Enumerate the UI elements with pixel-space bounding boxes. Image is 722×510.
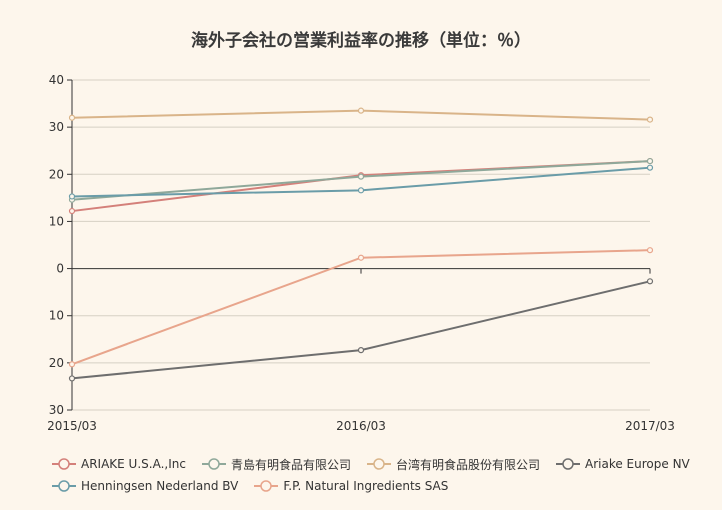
y-tick-label: 0 [56, 262, 64, 276]
data-point [357, 187, 365, 194]
data-point [357, 347, 365, 354]
legend-line-icon [201, 458, 226, 470]
legend-marker [208, 458, 220, 470]
x-tick-label: 2015/03 [47, 419, 97, 433]
data-point [68, 193, 76, 200]
legend-marker [58, 480, 70, 492]
series-line [71, 160, 651, 213]
y-tick-label: 20 [49, 167, 64, 181]
legend-marker [373, 458, 385, 470]
grid-lines [72, 79, 650, 411]
data-point [357, 173, 365, 180]
legend-label: Henningsen Nederland BV [81, 479, 239, 493]
legend-marker [58, 458, 70, 470]
legend-label: 台湾有明食品股份有限公司 [395, 457, 540, 472]
data-point [68, 114, 76, 121]
data-point [646, 116, 654, 123]
series-lines [68, 107, 654, 382]
legend-item[interactable]: ARIAKE U.S.A.,Inc [52, 456, 186, 472]
data-point [646, 157, 654, 165]
legend-item[interactable]: F.P. Natural Ingredients SAS [254, 478, 448, 494]
legend-item[interactable]: Ariake Europe NV [556, 456, 690, 472]
series-line [71, 280, 651, 380]
legend-item[interactable]: 青島有明食品有限公司 [201, 456, 351, 472]
data-point [68, 207, 76, 215]
x-tick-label: 2017/03 [625, 419, 675, 433]
data-point [646, 247, 654, 254]
legend-line-icon [52, 480, 76, 492]
y-tick-label: 30 [49, 120, 64, 134]
y-tick-label: 10 [49, 214, 64, 228]
legend-label: 青島有明食品有限公司 [230, 457, 351, 472]
y-tick-label: 20 [49, 356, 64, 370]
legend-label: ARIAKE U.S.A.,Inc [81, 457, 186, 471]
legend-line-icon [52, 458, 76, 470]
data-point [68, 361, 76, 368]
data-point [357, 254, 365, 261]
x-tick-label: 2016/03 [336, 419, 386, 433]
data-point [646, 164, 654, 171]
chart-title: 海外子会社の営業利益率の推移（単位：％） [191, 30, 531, 51]
y-tick-label: 30 [49, 403, 64, 417]
y-tick-label: 10 [49, 309, 64, 323]
legend: ARIAKE U.S.A.,Inc 青島有明食品有限公司 台湾有明食品股份有限公司 A… [52, 456, 692, 494]
legend-item[interactable]: Henningsen Nederland BV [52, 478, 238, 494]
data-point [646, 278, 654, 285]
axes: 40 30 20 10 0 10 20 30 2015/03 2016/03 2017/03 [47, 73, 675, 433]
legend-line-icon [366, 458, 391, 470]
data-point [357, 107, 365, 114]
legend-line-icon [556, 458, 580, 470]
legend-label: Ariake Europe NV [585, 457, 690, 471]
legend-item[interactable]: 台湾有明食品股份有限公司 [366, 456, 540, 472]
data-point [68, 375, 76, 382]
legend-line-icon [254, 480, 279, 492]
legend-label: F.P. Natural Ingredients SAS [283, 479, 449, 493]
legend-marker [260, 480, 273, 492]
legend-marker [562, 458, 574, 470]
y-tick-label: 40 [49, 73, 64, 87]
